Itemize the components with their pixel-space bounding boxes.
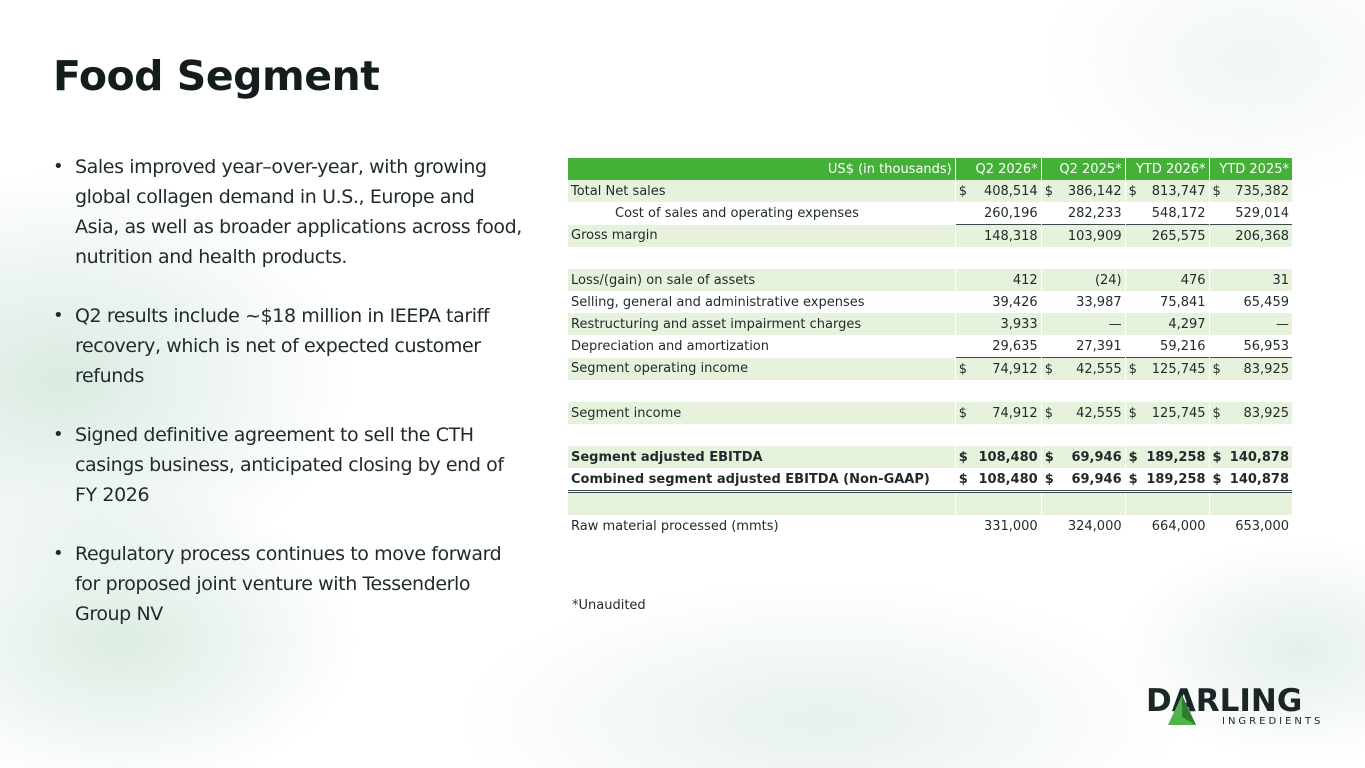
cell-value: $74,912 (954, 357, 1042, 380)
bullet-list: Sales improved year–over-year, with grow… (53, 152, 523, 658)
table-spacer-row (568, 247, 1292, 269)
cell-value: $69,946 (1040, 446, 1126, 468)
table-row: Segment operating income $74,912 $42,555… (568, 357, 1292, 380)
cell-value: 148,318 (954, 224, 1042, 247)
row-label: Depreciation and amortization (568, 335, 956, 358)
cell-value: 282,233 (1040, 202, 1126, 225)
cell-value: 103,909 (1040, 224, 1126, 247)
cell-value: 39,426 (954, 291, 1042, 313)
table-row: Cost of sales and operating expenses 260… (568, 202, 1292, 225)
page-title: Food Segment (53, 52, 380, 100)
cell-value: 324,000 (1040, 515, 1126, 537)
header-ytd-2026: YTD 2026* (1124, 158, 1210, 180)
cell-value: 476 (1124, 269, 1210, 291)
cell-value: $408,514 (954, 180, 1042, 202)
table-row: Restructuring and asset impairment charg… (568, 313, 1292, 335)
bullet-item: Sales improved year–over-year, with grow… (53, 152, 523, 272)
cell-value: 265,575 (1124, 224, 1210, 247)
company-logo: DARLING INGREDIENTS (1146, 685, 1321, 733)
cell-value: $83,925 (1208, 357, 1292, 380)
logo-subtitle: INGREDIENTS (1222, 716, 1324, 727)
row-label: Total Net sales (568, 180, 956, 202)
cell-value: 529,014 (1208, 202, 1292, 225)
cell-value: 33,987 (1040, 291, 1126, 313)
cell-value: $125,745 (1124, 402, 1210, 424)
table-row: Segment income $74,912 $42,555 $125,745 … (568, 402, 1292, 424)
cell-value: $189,258 (1124, 468, 1210, 493)
cell-value: $108,480 (954, 468, 1042, 493)
cell-value: 206,368 (1208, 224, 1292, 247)
cell-value: 56,953 (1208, 335, 1292, 358)
footnote: *Unaudited (572, 598, 646, 613)
table-spacer-row (568, 380, 1292, 402)
cell-value: 31 (1208, 269, 1292, 291)
row-label: Segment income (568, 402, 956, 424)
cell-value: $140,878 (1208, 446, 1292, 468)
table-row: Raw material processed (mmts) 331,000 32… (568, 515, 1292, 537)
table-spacer-row (568, 491, 1292, 515)
row-label: Loss/(gain) on sale of assets (568, 269, 956, 291)
cell-value: $735,382 (1208, 180, 1292, 202)
bullet-item: Q2 results include ~$18 million in IEEPA… (53, 301, 523, 391)
table-spacer-row (568, 424, 1292, 446)
logo-wordmark: DARLING (1146, 683, 1303, 719)
header-q2-2026: Q2 2026* (954, 158, 1042, 180)
table-row: Total Net sales $408,514 $386,142 $813,7… (568, 180, 1292, 202)
cell-value: 653,000 (1208, 515, 1292, 537)
cell-value: 29,635 (954, 335, 1042, 358)
row-label: Raw material processed (mmts) (568, 515, 956, 537)
table-row: Gross margin 148,318 103,909 265,575 206… (568, 224, 1292, 247)
row-label: Segment adjusted EBITDA (568, 446, 956, 468)
cell-value: $125,745 (1124, 357, 1210, 380)
header-q2-2025: Q2 2025* (1040, 158, 1126, 180)
row-label: Gross margin (568, 224, 956, 247)
cell-value: — (1040, 313, 1126, 335)
cell-value: 331,000 (954, 515, 1042, 537)
cell-value: $42,555 (1040, 357, 1126, 380)
cell-value: $386,142 (1040, 180, 1126, 202)
cell-value: 59,216 (1124, 335, 1210, 358)
cell-value: 548,172 (1124, 202, 1210, 225)
cell-value: 412 (954, 269, 1042, 291)
row-label: Cost of sales and operating expenses (568, 202, 956, 225)
cell-value: $83,925 (1208, 402, 1292, 424)
row-label: Segment operating income (568, 357, 956, 380)
bullet-item: Regulatory process continues to move for… (53, 539, 523, 629)
cell-value: $140,878 (1208, 468, 1292, 493)
row-label: Selling, general and administrative expe… (568, 291, 956, 313)
logo-triangle-icon (1168, 695, 1196, 725)
header-units: US$ (in thousands) (568, 158, 956, 180)
cell-value: — (1208, 313, 1292, 335)
cell-value: $74,912 (954, 402, 1042, 424)
table-header-row: US$ (in thousands) Q2 2026* Q2 2025* YTD… (568, 158, 1292, 180)
table-row: Segment adjusted EBITDA $108,480 $69,946… (568, 446, 1292, 468)
row-label: Combined segment adjusted EBITDA (Non-GA… (568, 468, 956, 493)
cell-value: (24) (1040, 269, 1126, 291)
cell-value: 75,841 (1124, 291, 1210, 313)
cell-value: $108,480 (954, 446, 1042, 468)
table-row: Depreciation and amortization 29,635 27,… (568, 335, 1292, 358)
bullet-item: Signed definitive agreement to sell the … (53, 420, 523, 510)
cell-value: 4,297 (1124, 313, 1210, 335)
header-ytd-2025: YTD 2025* (1208, 158, 1292, 180)
cell-value: $42,555 (1040, 402, 1126, 424)
cell-value: 27,391 (1040, 335, 1126, 358)
cell-value: $189,258 (1124, 446, 1210, 468)
cell-value: $69,946 (1040, 468, 1126, 493)
cell-value: 65,459 (1208, 291, 1292, 313)
cell-value: 3,933 (954, 313, 1042, 335)
cell-value: $813,747 (1124, 180, 1210, 202)
cell-value: 260,196 (954, 202, 1042, 225)
cell-value: 664,000 (1124, 515, 1210, 537)
table-row: Loss/(gain) on sale of assets 412 (24) 4… (568, 269, 1292, 291)
table-row: Selling, general and administrative expe… (568, 291, 1292, 313)
financial-table: US$ (in thousands) Q2 2026* Q2 2025* YTD… (568, 158, 1292, 537)
row-label: Restructuring and asset impairment charg… (568, 313, 956, 335)
table-row: Combined segment adjusted EBITDA (Non-GA… (568, 468, 1292, 493)
